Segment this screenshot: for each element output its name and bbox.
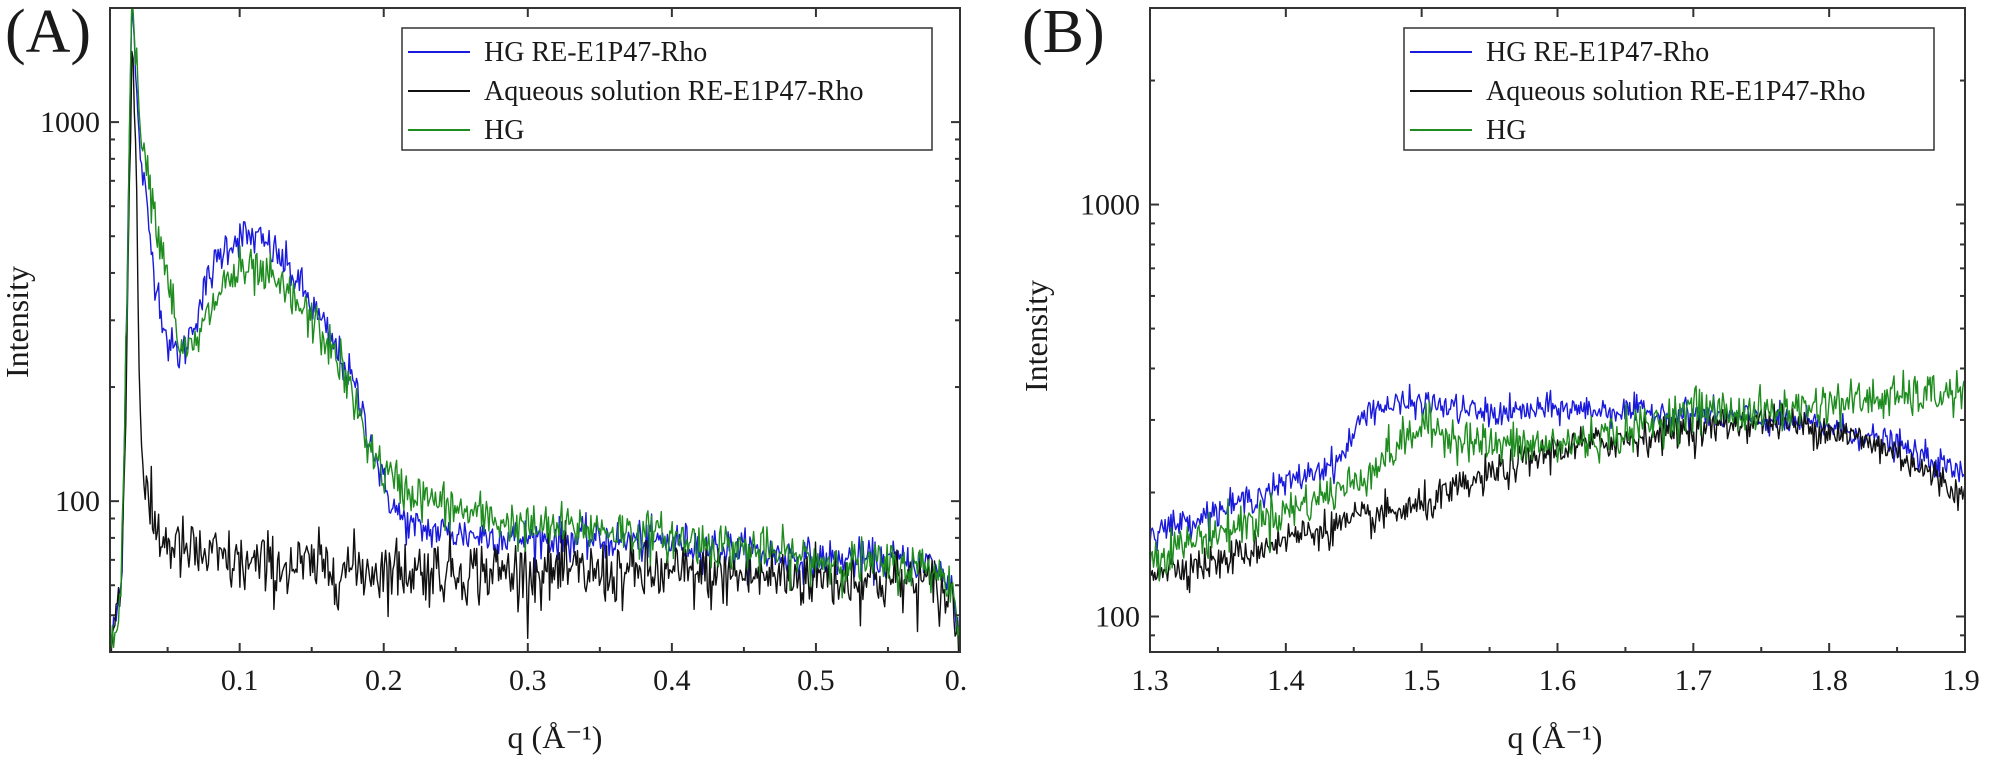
x-tick-label-b: 1.6 (1539, 664, 1577, 697)
x-tick-label-b: 1.5 (1403, 664, 1441, 697)
x-axis-label-a: q (Å⁻¹) (508, 719, 603, 755)
plot-frame-a (109, 7, 961, 653)
legend-label-a-1: Aqueous solution RE-E1P47-Rho (484, 76, 864, 107)
legend-box-a (401, 27, 933, 151)
y-tick-label-a: 100 (55, 485, 100, 518)
x-tick-label-b: 1.3 (1131, 664, 1169, 697)
panel-label-b: (B) (1022, 0, 1105, 66)
y-tick-label-a: 1000 (40, 106, 100, 139)
y-axis-label-b: Intensity (1018, 280, 1054, 392)
legend-label-b-0: HG RE-E1P47-Rho (1486, 37, 1709, 68)
legend-a: HG RE-E1P47-Rho Aqueous solution RE-E1P47… (401, 27, 933, 151)
x-tick-label-a: 0.5 (797, 664, 835, 697)
legend-box-b (1403, 27, 1935, 151)
y-tick-label-b: 100 (1095, 600, 1140, 633)
series-group-a (110, 8, 960, 652)
y-axis-label-a: Intensity (0, 266, 35, 378)
series-line-a-2 (110, 8, 960, 652)
legend-b: HG RE-E1P47-Rho Aqueous solution RE-E1P47… (1403, 27, 1935, 151)
x-tick-label-a: 0.1 (221, 664, 259, 697)
x-tick-label-b: 1.4 (1267, 664, 1305, 697)
series-line-b-2 (1150, 369, 1965, 582)
series-group-b (1150, 369, 1965, 594)
legend-label-b-2: HG (1486, 115, 1526, 146)
x-tick-label-a: 0.4 (653, 664, 691, 697)
plot-area-b: 1.3 1.4 1.5 1.6 1.7 1.8 1.9 100 1000 HG RE-E1P47-… (1080, 7, 1980, 697)
panel-label-a: (A) (5, 0, 91, 66)
chart-panel-a: (A) Intensity q (Å⁻¹) 0.1 0.2 0.3 0.4 0.5 0.1… (0, 0, 967, 755)
series-line-a-1 (110, 50, 960, 652)
chart-panel-b: (B) Intensity q (Å⁻¹) 1.3 1.4 1.5 1.6 1.7 1.8… (1018, 0, 1980, 755)
plot-area-a: 0.1 0.2 0.3 0.4 0.5 0. 100 1000 HG RE-E1P47-Rho A… (40, 7, 968, 697)
series-line-b-0 (1150, 383, 1965, 552)
x-tick-label-b: 1.9 (1942, 664, 1980, 697)
x-tick-label-a: 0.2 (365, 664, 403, 697)
x-tick-label-a: 0. (945, 664, 968, 697)
x-tick-label-a: 0.3 (509, 664, 547, 697)
series-line-b-1 (1150, 403, 1965, 594)
x-tick-label-b: 1.7 (1675, 664, 1713, 697)
legend-label-a-0: HG RE-E1P47-Rho (484, 37, 707, 68)
legend-label-a-2: HG (484, 115, 524, 146)
legend-label-b-1: Aqueous solution RE-E1P47-Rho (1486, 76, 1866, 107)
x-axis-label-b: q (Å⁻¹) (1508, 719, 1603, 755)
y-tick-label-b: 1000 (1080, 189, 1140, 222)
x-tick-label-b: 1.8 (1810, 664, 1848, 697)
